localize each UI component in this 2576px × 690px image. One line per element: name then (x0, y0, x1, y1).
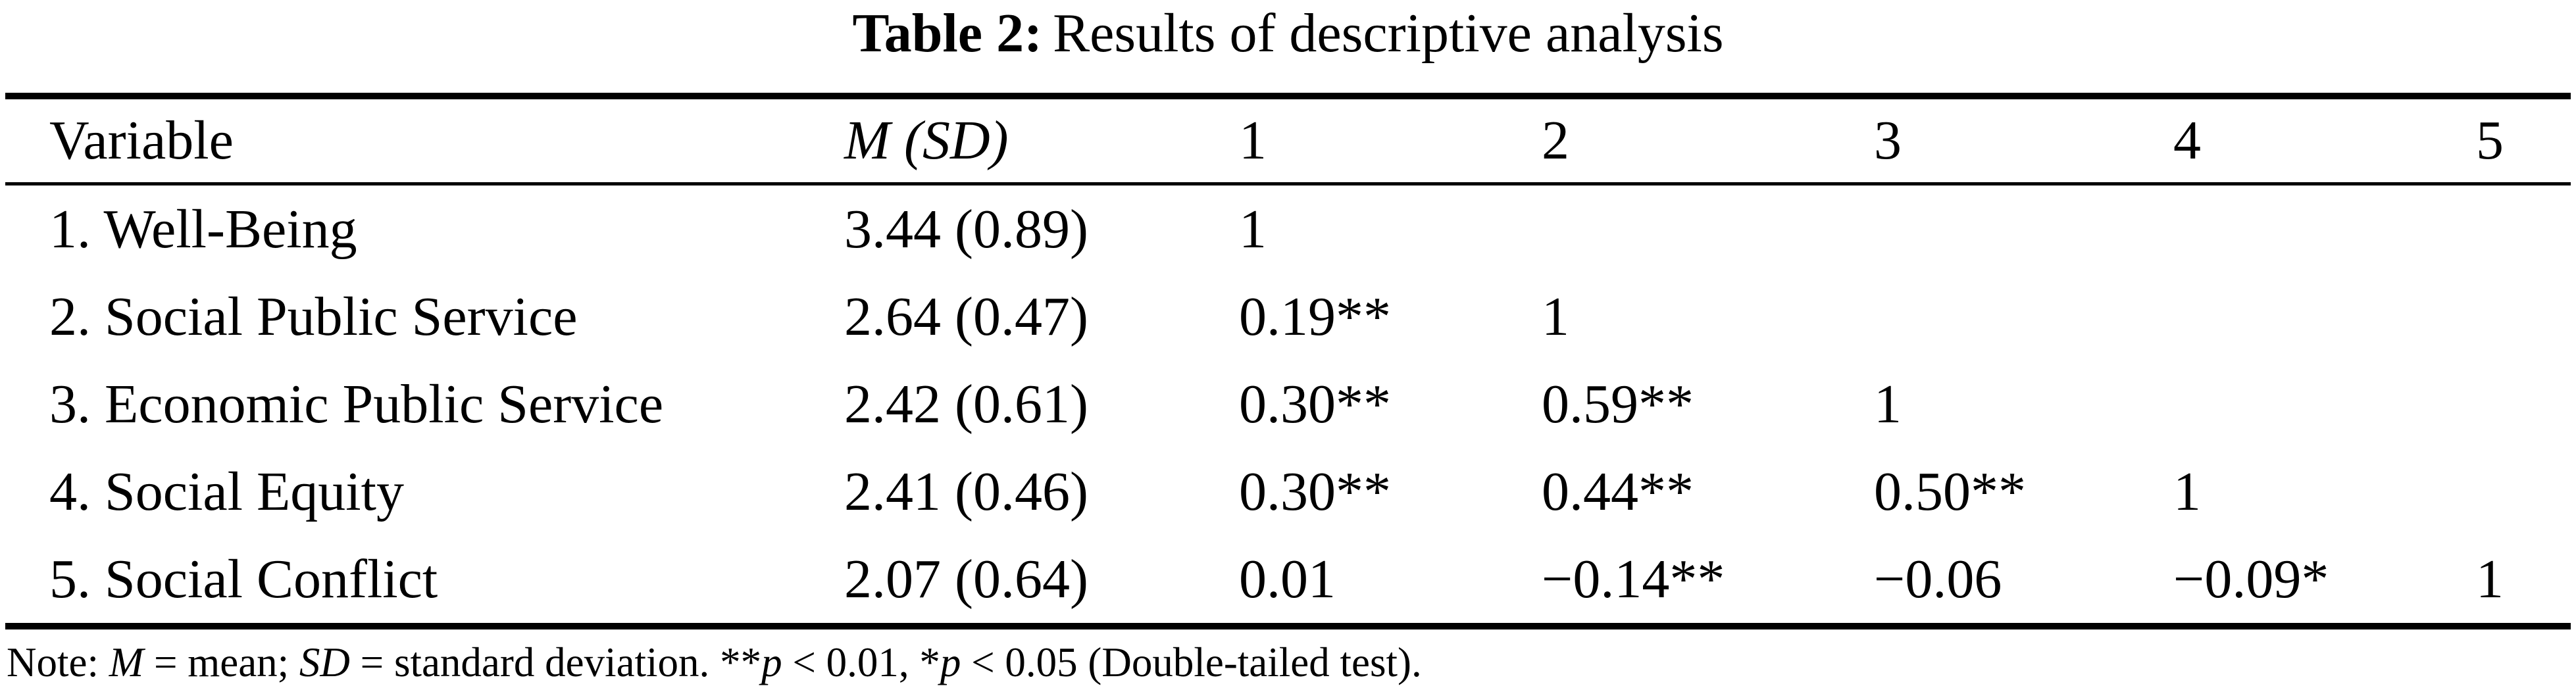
table-row: 2. Social Public Service 2.64 (0.47) 0.1… (5, 273, 2571, 360)
note-sig-01-threshold: < 0.01, (782, 639, 920, 685)
correlation-cell: 0.59** (1542, 373, 1694, 435)
correlation-cell: 0.30** (1239, 460, 1391, 522)
row-label: 1. Well-Being (49, 198, 357, 260)
note-m-definition: = mean; (143, 639, 299, 685)
correlation-cell: 1 (1874, 373, 1902, 435)
row-label: 2. Social Public Service (49, 285, 578, 347)
correlation-cell (2476, 360, 2571, 448)
correlation-cell (2173, 184, 2476, 273)
correlation-cell: 0.50** (1874, 460, 2026, 522)
descriptive-analysis-table: Variable M (SD) 1 2 3 4 5 1. Well-Being … (5, 92, 2571, 629)
mean-sd-cell: 2.07 (0.64) (844, 548, 1088, 610)
correlation-cell (1874, 273, 2173, 360)
correlation-cell: −0.06 (1874, 548, 2002, 610)
col-header-3: 3 (1874, 110, 1902, 172)
note-prefix: Note: (7, 639, 109, 685)
col-header-1: 1 (1239, 110, 1267, 172)
correlation-cell (2173, 360, 2476, 448)
table-row: 5. Social Conflict 2.07 (0.64) 0.01 −0.1… (5, 535, 2571, 626)
correlation-cell (1874, 184, 2173, 273)
table-caption: Results of descriptive analysis (1053, 3, 1724, 64)
col-header-variable: Variable (49, 110, 234, 172)
note-sig-01-stars: ** (720, 639, 762, 685)
correlation-cell: 0.30** (1239, 373, 1391, 435)
note-sig-05-star: * (919, 639, 940, 685)
note-sig-05-p: p (940, 639, 961, 685)
note-sd-symbol: SD (299, 639, 350, 685)
col-header-2: 2 (1542, 110, 1569, 172)
table-row: 4. Social Equity 2.41 (0.46) 0.30** 0.44… (5, 448, 2571, 535)
col-header-m-sd: M (SD) (844, 110, 1009, 172)
correlation-cell: 0.19** (1239, 285, 1391, 347)
correlation-cell: 1 (2476, 548, 2504, 610)
correlation-cell: 0.44** (1542, 460, 1694, 522)
correlation-cell (2173, 273, 2476, 360)
header-row: Variable M (SD) 1 2 3 4 5 (5, 96, 2571, 184)
table-row: 1. Well-Being 3.44 (0.89) 1 (5, 184, 2571, 273)
col-header-4: 4 (2173, 110, 2201, 172)
correlation-cell: 1 (2173, 460, 2201, 522)
note-sig-01-p: p (761, 639, 782, 685)
row-label: 3. Economic Public Service (49, 373, 664, 435)
table-note: Note: M = mean; SD = standard deviation.… (7, 639, 2576, 687)
correlation-cell: −0.09* (2173, 548, 2329, 610)
note-sig-05-threshold: < 0.05 (Double-tailed test). (961, 639, 1422, 685)
mean-sd-cell: 3.44 (0.89) (844, 198, 1088, 260)
correlation-cell (1542, 184, 1874, 273)
row-label: 5. Social Conflict (49, 548, 438, 610)
correlation-cell: 1 (1239, 198, 1267, 260)
correlation-cell (2476, 273, 2571, 360)
mean-sd-cell: 2.41 (0.46) (844, 460, 1088, 522)
row-label: 4. Social Equity (49, 460, 404, 522)
note-sd-definition: = standard deviation. (349, 639, 720, 685)
table-number-label: Table 2: (852, 3, 1043, 64)
note-m-symbol: M (109, 639, 144, 685)
mean-sd-cell: 2.42 (0.61) (844, 373, 1088, 435)
table-title: Table 2: Results of descriptive analysis (0, 0, 2576, 64)
correlation-cell (2476, 184, 2571, 273)
correlation-cell (2476, 448, 2571, 535)
correlation-cell: −0.14** (1542, 548, 1725, 610)
correlation-cell: 0.01 (1239, 548, 1336, 610)
correlation-cell: 1 (1542, 285, 1569, 347)
table-row: 3. Economic Public Service 2.42 (0.61) 0… (5, 360, 2571, 448)
mean-sd-cell: 2.64 (0.47) (844, 285, 1088, 347)
col-header-5: 5 (2476, 110, 2504, 172)
